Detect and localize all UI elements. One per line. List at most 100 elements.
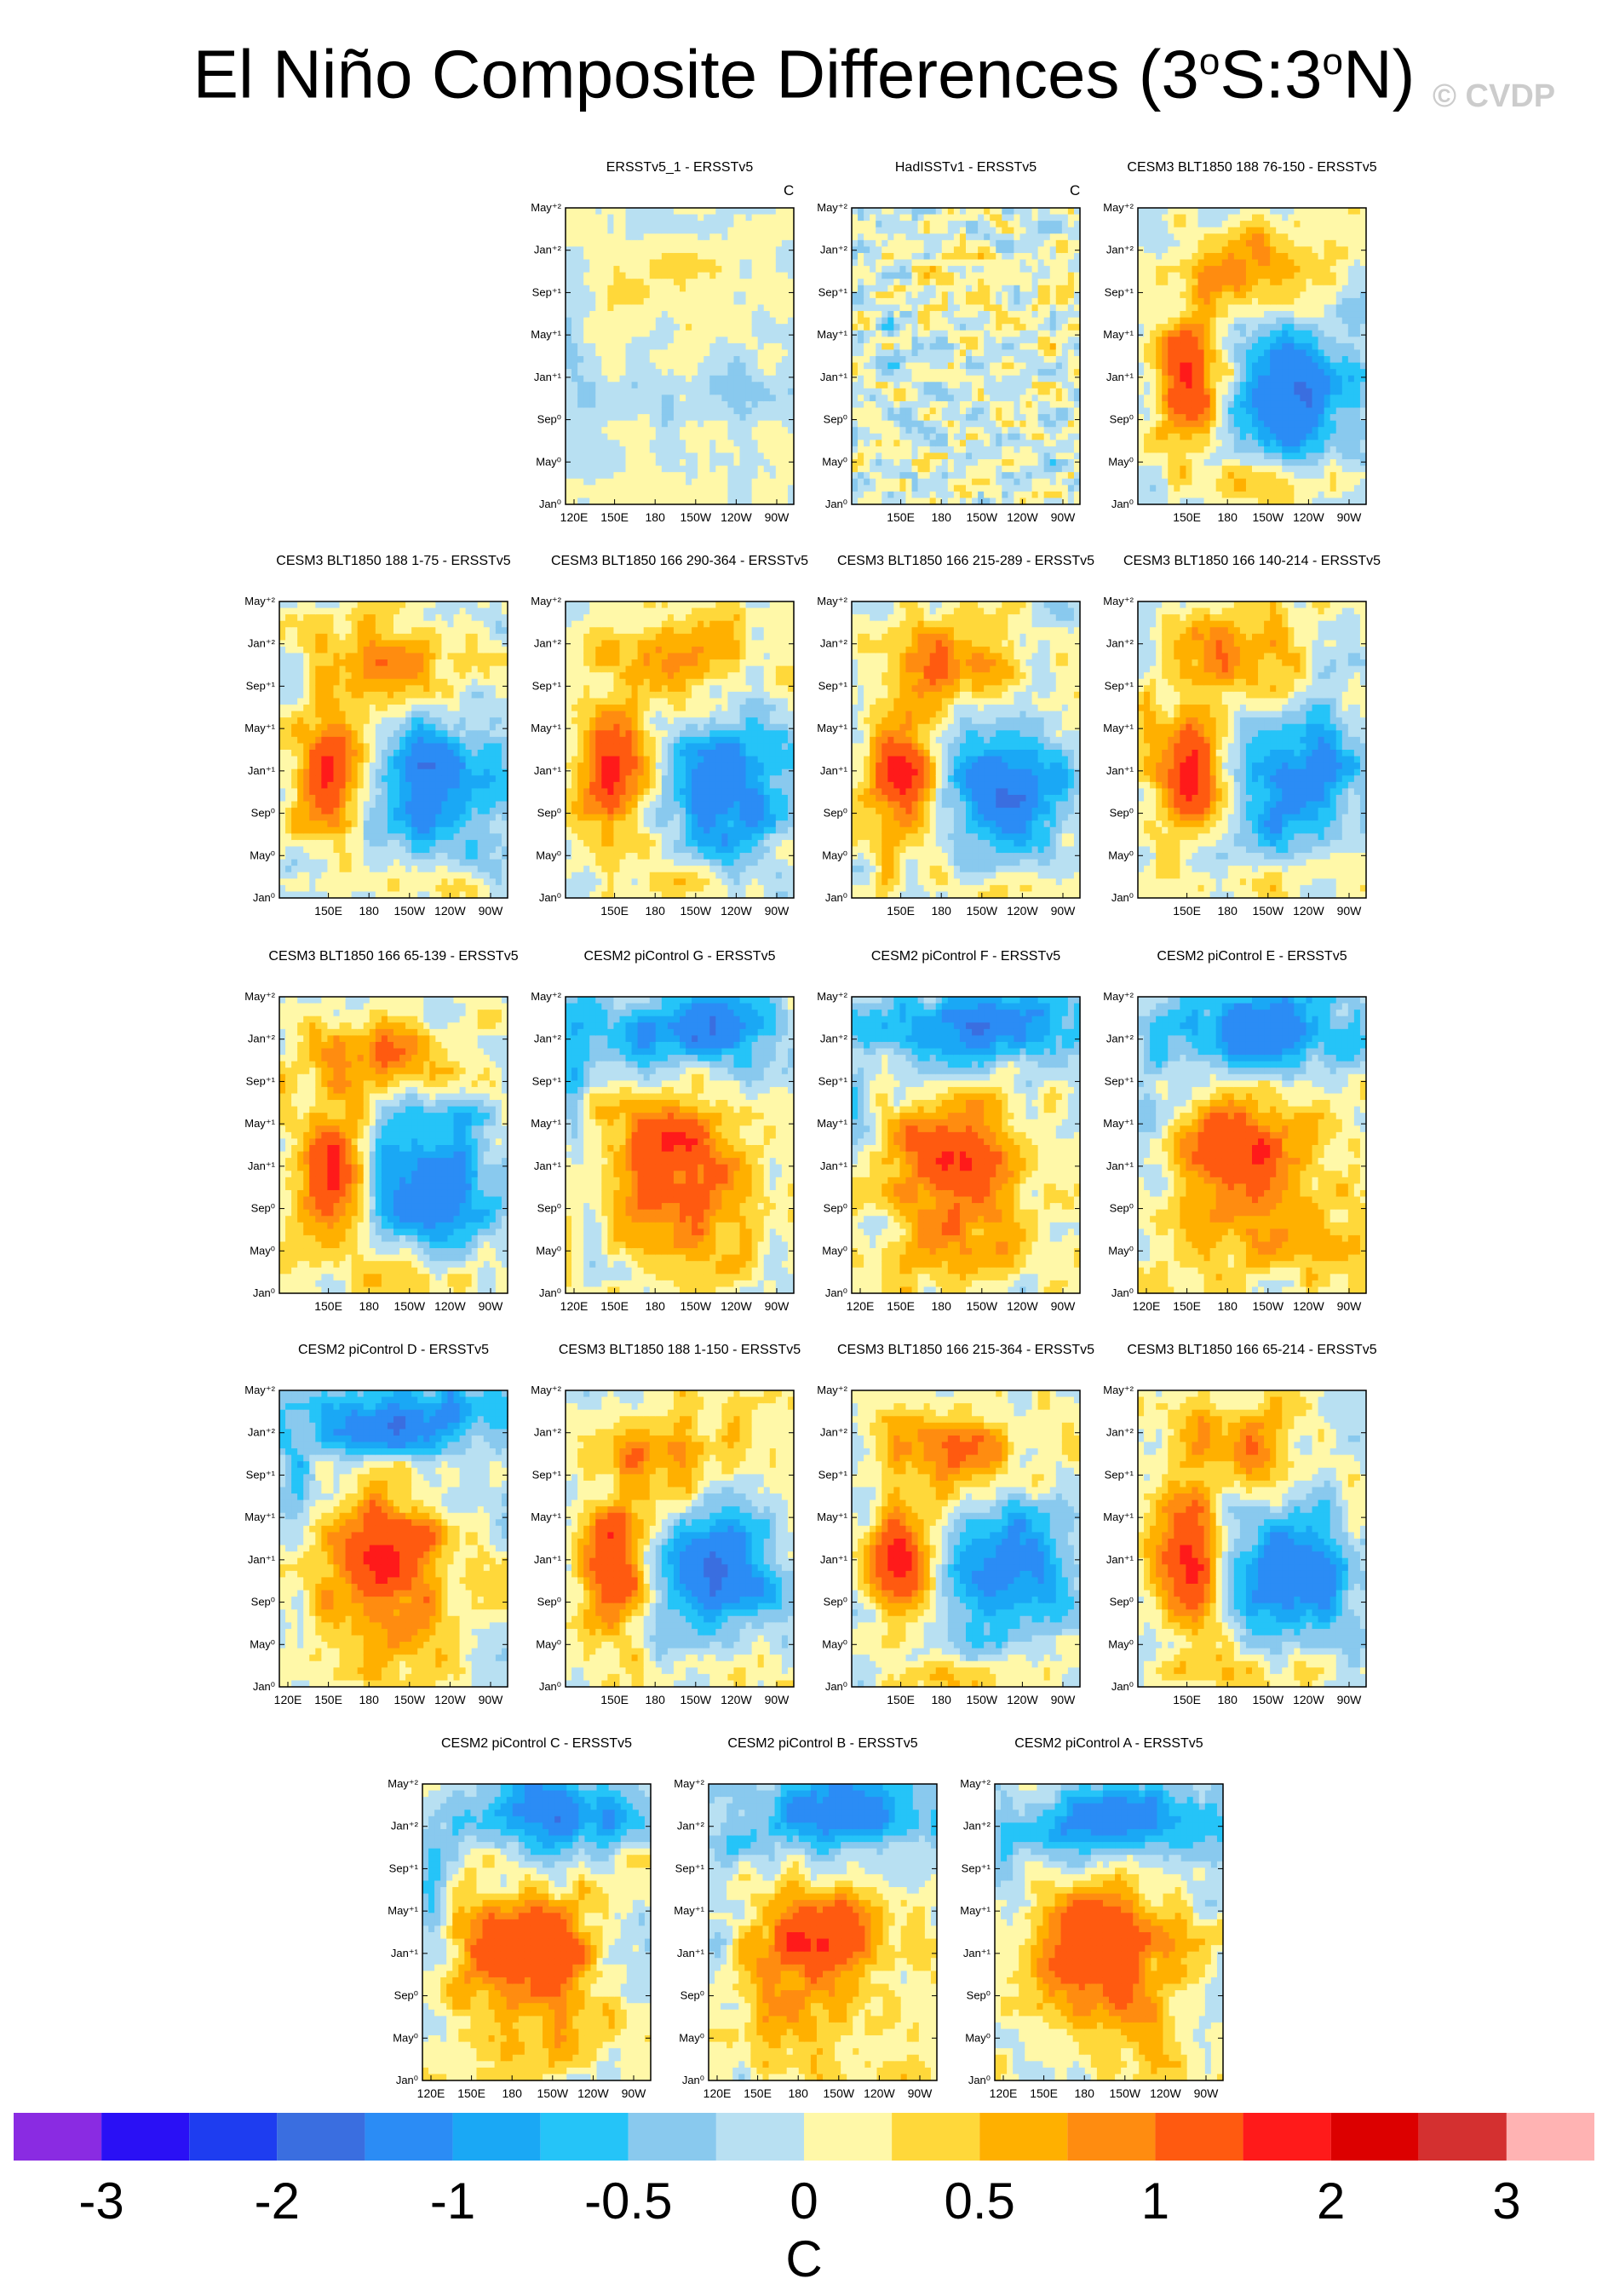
heatmap-cell [1055,498,1063,505]
heatmap-cell [619,446,627,454]
heatmap-cell [680,400,686,409]
heatmap-cell [990,221,996,228]
heatmap-cell [577,208,584,216]
heatmap-cell [625,369,633,377]
heatmap-cell [929,362,937,370]
heatmap-cell [923,369,931,377]
heatmap-cell [775,362,783,370]
heatmap-cell [1043,317,1051,325]
heatmap-cell [751,407,759,415]
heatmap-cell [966,478,973,486]
heatmap-cell [1318,342,1325,351]
heatmap-cell [1168,317,1174,325]
heatmap-cell [595,459,602,467]
heatmap-cell [709,349,716,357]
heatmap-cell [637,304,645,312]
heatmap-cell [625,330,633,337]
heatmap-cell [996,233,1002,241]
heatmap-cell [1014,227,1021,234]
heatmap-cell [876,297,882,306]
heatmap-cell [661,272,669,279]
heatmap-cell [637,472,645,480]
heatmap-cell [577,485,584,492]
heatmap-cell [1215,446,1223,454]
heatmap-cell [613,266,621,273]
heatmap-cell [607,478,615,486]
heatmap-cell [978,362,985,370]
heatmap-cell [870,388,876,395]
heatmap-cell [953,491,961,499]
heatmap-cell [775,491,783,499]
heatmap-cell [673,214,681,222]
heatmap-cell [1252,427,1259,434]
heatmap-cell [727,356,735,364]
heatmap-cell [566,472,572,480]
heatmap-cell [709,324,716,331]
heatmap-cell [1168,337,1174,344]
heatmap-cell [1233,330,1241,337]
heatmap-cell [1067,498,1075,505]
heatmap-cell [1002,297,1008,306]
heatmap-cell [887,337,894,344]
heatmap-cell [911,433,919,440]
heatmap-cell [1168,208,1174,216]
heatmap-cell [1008,291,1015,299]
heatmap-cell [715,498,722,505]
heatmap-cell [1258,272,1265,279]
heatmap-cell [1174,369,1180,377]
heatmap-cell [870,297,876,306]
heatmap-cell [990,259,996,267]
heatmap-cell [1174,400,1180,409]
heatmap-cell [1031,414,1039,422]
heatmap-cell [727,246,735,254]
heatmap-cell [715,252,722,261]
heatmap-cell [1264,252,1271,261]
heatmap-cell [1073,239,1081,247]
heatmap-cell [984,478,991,486]
heatmap-cell [733,259,741,267]
heatmap-cell [947,459,955,467]
heatmap-cell [661,311,669,319]
heatmap-cell [1209,227,1217,234]
heatmap-cell [1300,388,1307,395]
heatmap-cell [649,285,657,292]
heatmap-cell [1233,369,1241,377]
heatmap-cell [769,279,777,286]
heatmap-cell [1276,362,1283,370]
heatmap-cell [959,311,967,319]
heatmap-cell [667,304,675,312]
heatmap-cell [1067,382,1075,389]
heatmap-cell [947,279,955,286]
heatmap-cell [1312,498,1319,505]
heatmap-cell [1264,420,1271,428]
heatmap-cell [1288,252,1295,261]
heatmap-cell [882,498,888,505]
heatmap-cell [935,259,943,267]
heatmap-cell [947,485,955,492]
heatmap-cell [1215,498,1223,505]
heatmap-cell [583,446,590,454]
heatmap-cell [745,414,753,422]
heatmap-cell [1186,266,1193,273]
heatmap-cell [905,400,913,409]
heatmap-cell [990,349,996,357]
heatmap-cell [941,304,949,312]
heatmap-cell [911,400,919,409]
heatmap-cell [1014,400,1021,409]
heatmap-cell [899,214,907,222]
heatmap-cell [601,356,608,364]
heatmap-cell [1138,485,1145,492]
heatmap-cell [1282,342,1289,351]
heatmap-cell [1031,478,1039,486]
heatmap-cell [1221,324,1229,331]
heatmap-cell [959,478,967,486]
heatmap-cell [649,297,657,306]
heatmap-cell [686,330,692,337]
heatmap-cell [775,214,783,222]
heatmap-cell [655,304,663,312]
heatmap-cell [893,246,901,254]
heatmap-cell [1209,407,1217,415]
heatmap-cell [1180,400,1187,409]
heatmap-cell [667,446,675,454]
heatmap-cell [769,297,777,306]
